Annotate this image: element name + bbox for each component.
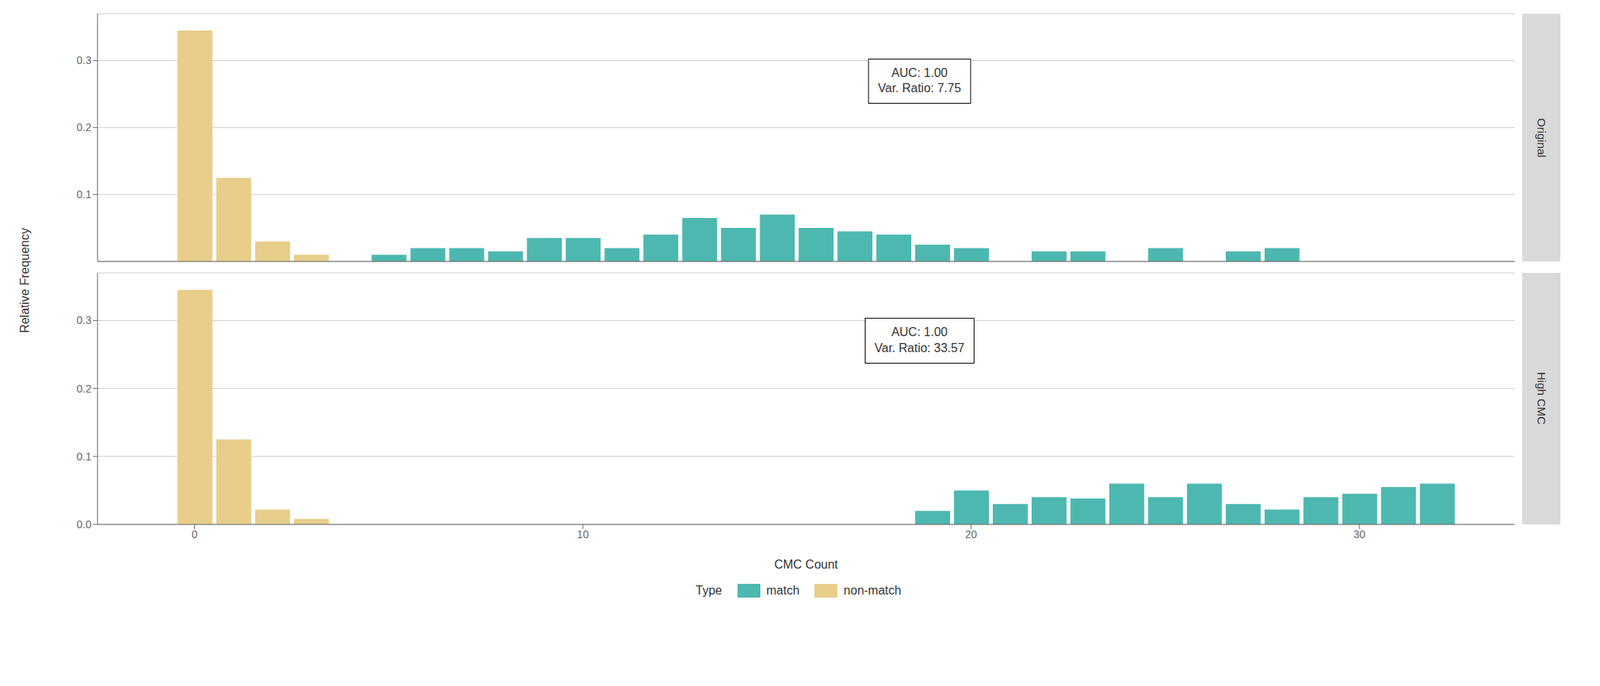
svg-text:0.0: 0.0 [76,518,93,531]
html-text:High CMC: High CMC [1534,372,1548,425]
html-text:AUC: 1.00 Var. Ratio: 7.75: AUC: 1.00 Var. Ratio: 7.75 [877,65,962,95]
html-text:Type: Type [695,583,723,597]
svg-text:20: 20 [965,528,978,541]
html-text:match: match [766,583,800,597]
svg-text:0.2: 0.2 [76,382,93,395]
html-text:non-match: non-match [843,583,902,597]
svg-text:30: 30 [1353,528,1366,541]
svg-text:0.1: 0.1 [76,450,93,463]
svg-text:0.2: 0.2 [76,121,93,134]
svg-text:0.1: 0.1 [76,188,93,201]
html-text:CMC Count: CMC Count [774,557,838,571]
html-text:Relative Frequency: Relative Frequency [18,227,32,333]
html-text:Original: Original [1534,117,1548,158]
svg-text:10: 10 [576,528,589,541]
svg-text:0.3: 0.3 [76,313,93,327]
svg-text:0: 0 [191,528,198,541]
svg-text:0.3: 0.3 [76,54,93,67]
html-text:AUC: 1.00 Var. Ratio: 33.57: AUC: 1.00 Var. Ratio: 33.57 [874,325,965,355]
